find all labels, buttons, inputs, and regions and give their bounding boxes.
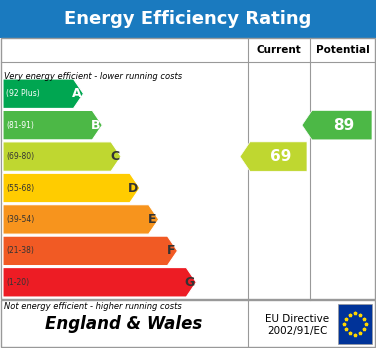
Polygon shape	[240, 142, 307, 171]
Text: (21-38): (21-38)	[6, 246, 34, 255]
Text: 89: 89	[334, 118, 355, 133]
Text: Potential: Potential	[316, 45, 370, 55]
Text: F: F	[167, 244, 176, 258]
Text: Energy Efficiency Rating: Energy Efficiency Rating	[64, 10, 312, 28]
Polygon shape	[3, 110, 102, 140]
Bar	[1, 38, 375, 299]
Text: (69-80): (69-80)	[6, 152, 34, 161]
Text: (55-68): (55-68)	[6, 183, 34, 192]
Text: B: B	[91, 119, 100, 132]
Text: C: C	[110, 150, 119, 163]
Text: D: D	[127, 182, 138, 195]
Text: (92 Plus): (92 Plus)	[6, 89, 40, 98]
Text: 69: 69	[270, 149, 291, 164]
Polygon shape	[3, 79, 83, 109]
Text: (1-20): (1-20)	[6, 278, 29, 287]
Bar	[338, 304, 372, 344]
Text: (39-54): (39-54)	[6, 215, 34, 224]
Polygon shape	[3, 205, 159, 234]
Polygon shape	[3, 236, 177, 266]
Bar	[1, 300, 375, 347]
Text: England & Wales: England & Wales	[45, 315, 203, 333]
Text: EU Directive: EU Directive	[265, 314, 329, 324]
Polygon shape	[3, 268, 196, 297]
Bar	[0, 0, 376, 38]
Text: G: G	[184, 276, 194, 289]
Text: Very energy efficient - lower running costs: Very energy efficient - lower running co…	[4, 72, 182, 81]
Polygon shape	[302, 110, 372, 140]
Text: Current: Current	[257, 45, 302, 55]
Polygon shape	[3, 173, 140, 203]
Polygon shape	[3, 142, 121, 171]
Text: E: E	[148, 213, 157, 226]
Text: (81-91): (81-91)	[6, 121, 34, 130]
Text: 2002/91/EC: 2002/91/EC	[267, 326, 327, 336]
Text: A: A	[72, 87, 82, 100]
Text: Not energy efficient - higher running costs: Not energy efficient - higher running co…	[4, 302, 182, 311]
